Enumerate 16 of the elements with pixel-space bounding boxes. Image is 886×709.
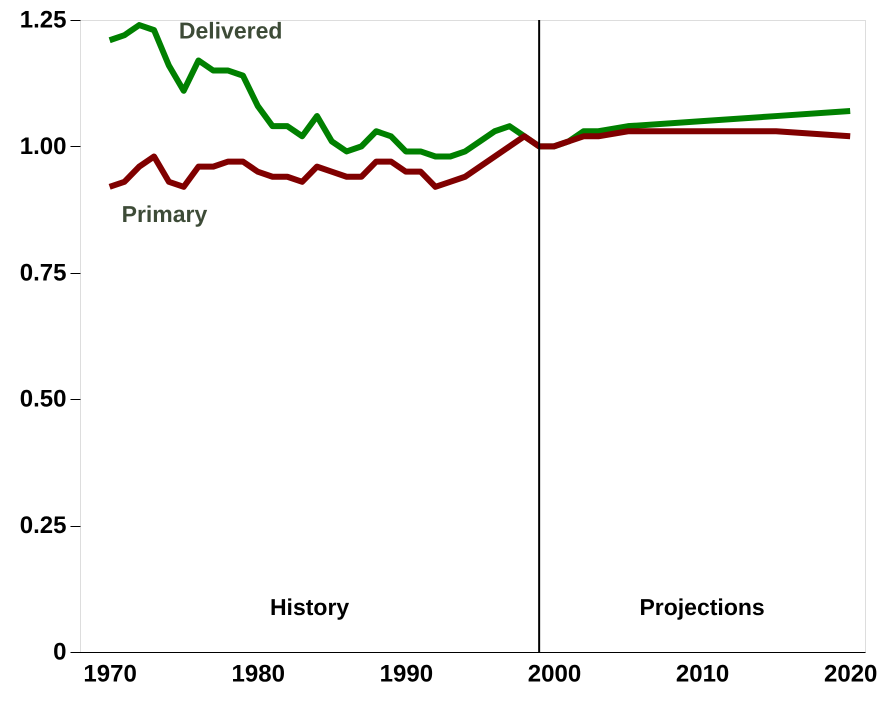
x-tick-label: 2010 (676, 660, 730, 688)
y-tick-label: 1.00 (20, 132, 66, 160)
y-tick-label: 0.25 (20, 512, 66, 540)
x-tick-label: 1970 (83, 660, 137, 688)
y-tick-label: 0.50 (20, 386, 66, 413)
series-label: Delivered (178, 18, 282, 44)
annotation: Projections (639, 594, 765, 620)
x-tick-label: 1980 (232, 660, 285, 688)
series-label: Primary (122, 200, 208, 227)
y-tick-label: 0.75 (20, 259, 66, 286)
x-tick-label: 2000 (528, 660, 582, 688)
y-tick-label: 1.25 (20, 6, 66, 34)
y-tick-label: 0 (53, 638, 66, 666)
x-tick-label: 2020 (824, 660, 878, 688)
x-tick-label: 1990 (380, 660, 434, 688)
annotation: History (270, 594, 350, 620)
